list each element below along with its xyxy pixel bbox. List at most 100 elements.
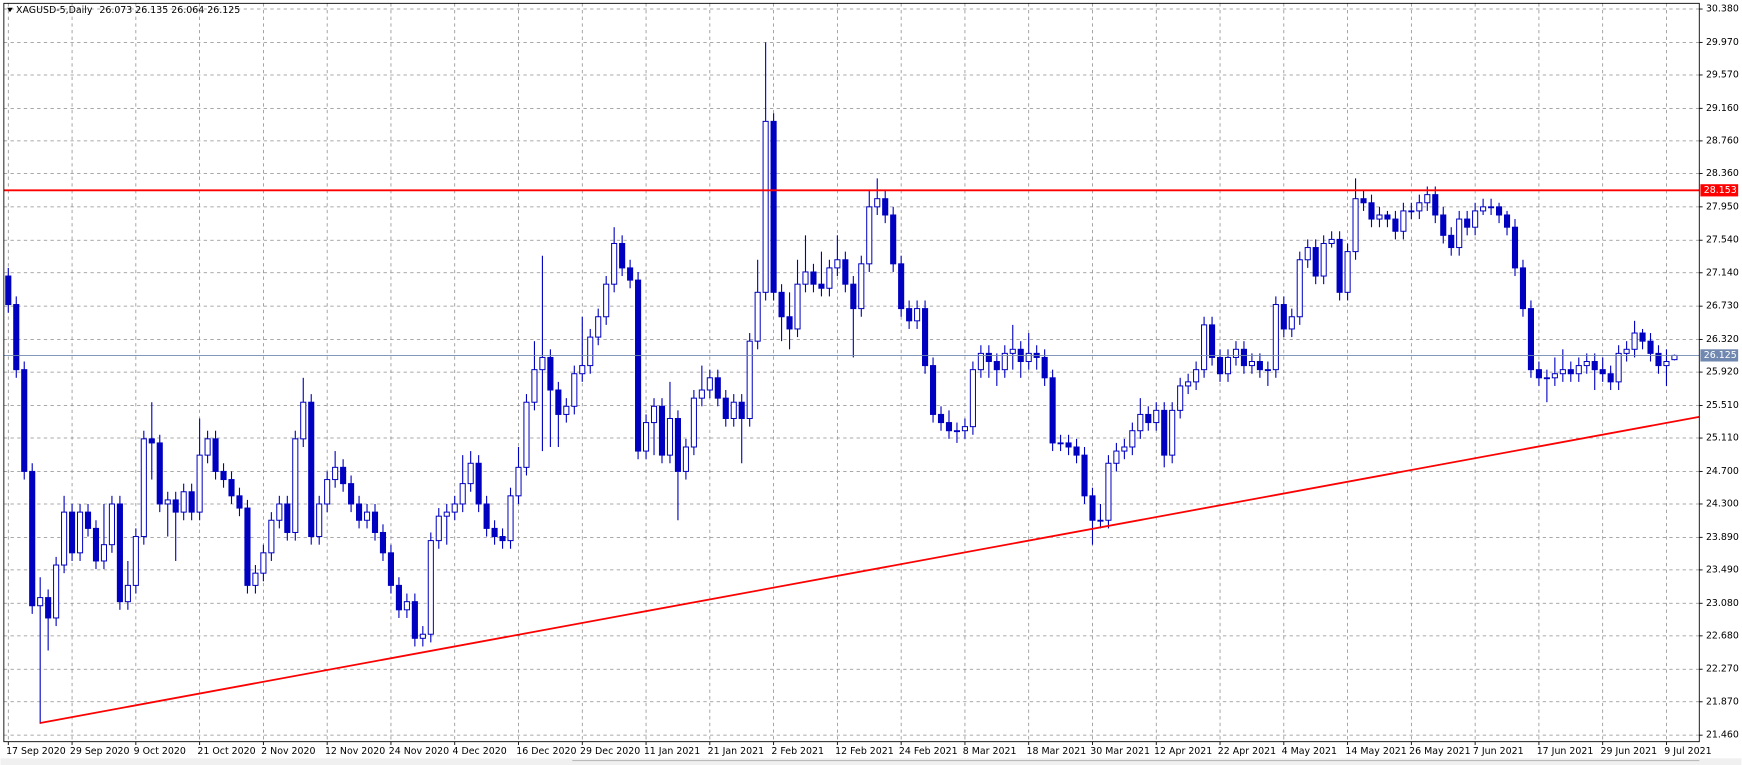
candle-body xyxy=(603,283,610,318)
candle-body xyxy=(340,466,347,485)
candle-body xyxy=(666,418,674,456)
candle-body xyxy=(770,120,777,293)
candle-body xyxy=(29,470,36,607)
candle-body xyxy=(1113,450,1120,464)
candle-body xyxy=(1073,446,1080,456)
candle-body xyxy=(1001,352,1008,371)
x-tick-label: 24 Feb 2021 xyxy=(899,746,958,757)
candle-body xyxy=(890,214,897,265)
candle-body xyxy=(523,401,530,468)
candle-body xyxy=(427,540,434,635)
x-tick-label: 21 Oct 2020 xyxy=(197,746,255,757)
candle-body xyxy=(260,552,267,574)
candle-body xyxy=(969,369,976,428)
candle-body xyxy=(459,483,466,505)
candle-body xyxy=(1145,413,1152,424)
candle-body xyxy=(730,401,737,420)
x-tick-label: 9 Oct 2020 xyxy=(134,746,186,757)
candle-body xyxy=(1488,206,1495,209)
x-tick-label: 29 Sep 2020 xyxy=(70,746,130,757)
candle-body xyxy=(300,401,307,440)
candle-body xyxy=(1368,202,1375,220)
candle-body xyxy=(164,499,171,505)
candle-body xyxy=(1089,495,1096,521)
candle-body xyxy=(619,242,626,269)
candle-body xyxy=(842,259,849,285)
candle-body xyxy=(1216,356,1224,375)
x-tick-label: 26 May 2021 xyxy=(1409,746,1470,757)
candle-body xyxy=(435,515,442,542)
candle-body xyxy=(762,120,769,293)
candle-body xyxy=(212,438,219,472)
symbol-menu-arrow[interactable] xyxy=(7,7,13,13)
candle-body xyxy=(53,564,60,619)
y-tick-label: 21.870 xyxy=(1706,696,1739,707)
candle-body xyxy=(1344,251,1351,293)
candle-body xyxy=(1057,442,1064,445)
y-tick-label: 27.950 xyxy=(1706,201,1739,212)
candle-body xyxy=(1511,226,1519,269)
candle-body xyxy=(467,462,474,485)
candle-body xyxy=(555,389,562,415)
candle-body xyxy=(292,438,299,533)
candle-body xyxy=(1671,354,1678,361)
candle-body xyxy=(1631,332,1638,350)
x-tick-label: 8 Mar 2021 xyxy=(963,746,1017,757)
candle-body xyxy=(1129,430,1136,448)
candle-body xyxy=(937,413,945,424)
candle-body xyxy=(834,259,841,269)
candle-body xyxy=(1105,462,1112,521)
candle-body xyxy=(1408,210,1415,213)
candle-body xyxy=(284,503,291,533)
candle-body xyxy=(1583,361,1590,367)
candle-body xyxy=(1240,348,1248,367)
candle-body xyxy=(818,283,825,289)
candle-body xyxy=(172,499,179,513)
candle-body xyxy=(1480,206,1487,212)
x-tick-label: 21 Jan 2021 xyxy=(708,746,764,757)
trend-line xyxy=(40,416,1700,724)
candle-body xyxy=(1424,194,1431,204)
x-tick-label: 29 Jun 2021 xyxy=(1600,746,1657,757)
candle-body xyxy=(132,536,139,586)
candle-body xyxy=(1352,198,1359,253)
candle-body xyxy=(308,401,315,538)
candle-body xyxy=(403,601,410,611)
candle-body xyxy=(547,356,554,391)
candle-body xyxy=(1400,210,1407,232)
y-tick-label: 28.360 xyxy=(1706,168,1739,179)
candle-body xyxy=(1328,238,1335,244)
candle-body xyxy=(1440,214,1447,236)
candle-body xyxy=(316,503,323,538)
candle-body xyxy=(1153,409,1160,424)
candle-body xyxy=(539,356,546,371)
candle-body xyxy=(993,361,1000,371)
x-tick-label: 14 May 2021 xyxy=(1345,746,1406,757)
candle-body xyxy=(810,271,817,285)
candle-body xyxy=(914,308,921,322)
y-tick-label: 23.490 xyxy=(1706,564,1739,575)
candle-body xyxy=(13,304,20,371)
candle-body xyxy=(874,198,881,208)
candle-body xyxy=(754,291,761,342)
x-tick-label: 17 Sep 2020 xyxy=(6,746,66,757)
candle-body xyxy=(1527,308,1534,371)
candle-body xyxy=(1551,373,1558,379)
candle-body xyxy=(945,422,953,432)
candle-body xyxy=(244,507,251,586)
x-tick-label: 29 Dec 2020 xyxy=(580,746,640,757)
candle-body xyxy=(571,373,578,407)
candle-body xyxy=(21,369,28,472)
candle-body xyxy=(1025,352,1032,363)
x-tick-label: 4 May 2021 xyxy=(1282,746,1337,757)
candle-body xyxy=(898,263,905,310)
candle-body xyxy=(1623,348,1630,354)
candle-body xyxy=(627,267,634,281)
candle-body xyxy=(794,283,801,330)
candle-body xyxy=(658,405,666,456)
candle-body xyxy=(1272,304,1279,371)
candle-body xyxy=(1559,369,1566,375)
scroll-area xyxy=(0,758,1742,765)
